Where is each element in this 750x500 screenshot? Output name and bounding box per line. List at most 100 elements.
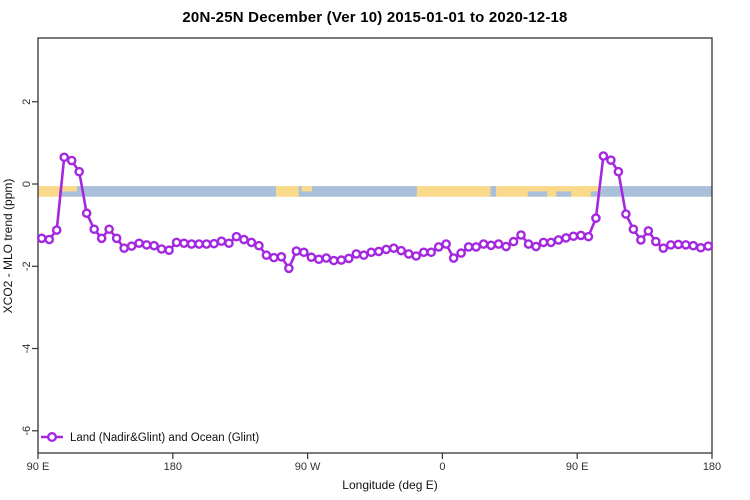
- data-point: [343, 253, 354, 264]
- y-tick-label: 0: [21, 181, 33, 187]
- data-point: [591, 213, 601, 223]
- map-strip-ocean: [556, 191, 572, 197]
- data-point: [546, 237, 556, 248]
- data-point: [186, 239, 197, 249]
- figure-title: 20N-25N December (Ver 10) 2015-01-01 to …: [182, 9, 568, 26]
- data-point: [119, 243, 129, 253]
- data-point: [59, 152, 70, 163]
- legend: Land (Nadir&Glint) and Ocean (Glint): [41, 432, 259, 444]
- data-point: [441, 239, 451, 249]
- data-point: [284, 263, 294, 274]
- data-point: [194, 239, 204, 249]
- x-tick-label: 90 E: [27, 461, 50, 473]
- data-point: [276, 252, 287, 262]
- data-point: [74, 166, 84, 177]
- data-point: [314, 254, 324, 265]
- data-point: [224, 238, 234, 249]
- data-point: [134, 238, 144, 249]
- data-point: [291, 246, 302, 256]
- data-point: [666, 240, 676, 250]
- data-point: [149, 240, 159, 251]
- data-point: [321, 253, 332, 263]
- data-point: [433, 242, 444, 252]
- data-point: [493, 239, 504, 249]
- map-strip-land: [496, 186, 602, 197]
- data-point: [606, 155, 616, 165]
- map-strip-ocean: [298, 186, 417, 197]
- data-point: [66, 155, 77, 166]
- data-point: [156, 244, 167, 254]
- map-strip-ocean: [76, 186, 277, 197]
- data-point: [688, 240, 699, 251]
- data-point: [703, 241, 714, 251]
- data-point: [201, 239, 212, 249]
- data-point: [680, 240, 691, 250]
- map-strip-land: [38, 186, 77, 197]
- data-point: [299, 247, 309, 258]
- x-tick-label: 180: [164, 461, 182, 473]
- map-strip-ocean: [490, 186, 497, 197]
- data-point: [366, 247, 377, 258]
- data-point: [523, 239, 534, 249]
- data-point: [561, 233, 571, 243]
- map-strip-ocean: [58, 191, 77, 197]
- data-point: [651, 236, 661, 247]
- x-tick-label: 90 E: [566, 461, 589, 473]
- data-point: [508, 236, 519, 247]
- data-point: [104, 224, 114, 235]
- map-strip-land: [416, 186, 491, 197]
- data-point: [96, 233, 107, 244]
- data-point: [418, 247, 429, 258]
- x-axis-title: Longitude (deg E): [342, 478, 437, 492]
- y-tick-label: 2: [21, 99, 33, 105]
- data-point: [141, 240, 152, 250]
- data-point: [89, 224, 99, 235]
- data-point: [403, 249, 414, 259]
- map-strip-ocean: [601, 186, 712, 197]
- map-strip-land: [301, 186, 313, 192]
- data-point: [448, 253, 459, 263]
- data-point: [598, 151, 609, 161]
- data-point: [36, 233, 47, 244]
- data-point: [583, 231, 594, 242]
- data-point: [373, 246, 384, 257]
- data-point: [231, 231, 242, 242]
- data-point: [171, 237, 182, 248]
- data-point: [501, 241, 511, 252]
- x-tick-label: 180: [703, 461, 721, 473]
- data-point: [306, 252, 317, 263]
- data-point: [471, 242, 481, 252]
- data-point: [44, 234, 55, 245]
- data-point: [463, 242, 474, 252]
- x-tick-label: 90 W: [295, 461, 321, 473]
- map-strip-ocean: [590, 191, 602, 197]
- data-point: [81, 208, 92, 219]
- data-point: [538, 237, 549, 248]
- data-point: [254, 240, 264, 251]
- data-point: [695, 242, 706, 253]
- data-point: [388, 243, 399, 253]
- y-tick-label: -6: [21, 426, 33, 436]
- data-point: [486, 240, 496, 251]
- data-point: [516, 230, 526, 240]
- legend-marker-circle: [47, 432, 58, 443]
- data-point: [621, 209, 631, 219]
- data-point: [673, 239, 684, 250]
- x-tick-label: 0: [439, 461, 445, 473]
- data-point: [351, 249, 362, 259]
- data-point: [658, 243, 669, 253]
- data-point: [246, 237, 257, 248]
- y-tick-label: -2: [21, 261, 33, 271]
- data-point: [261, 250, 272, 260]
- data-point: [126, 241, 137, 251]
- data-point: [636, 235, 646, 245]
- plot-content: 90 E 180 90 W 0 90 E 180 2 0 -2 -4 -6: [21, 37, 721, 473]
- data-point: [336, 255, 347, 265]
- data-point: [553, 235, 564, 245]
- data-point: [358, 250, 369, 260]
- map-strip-land: [276, 186, 299, 197]
- data-point: [576, 230, 586, 241]
- data-point: [164, 245, 174, 256]
